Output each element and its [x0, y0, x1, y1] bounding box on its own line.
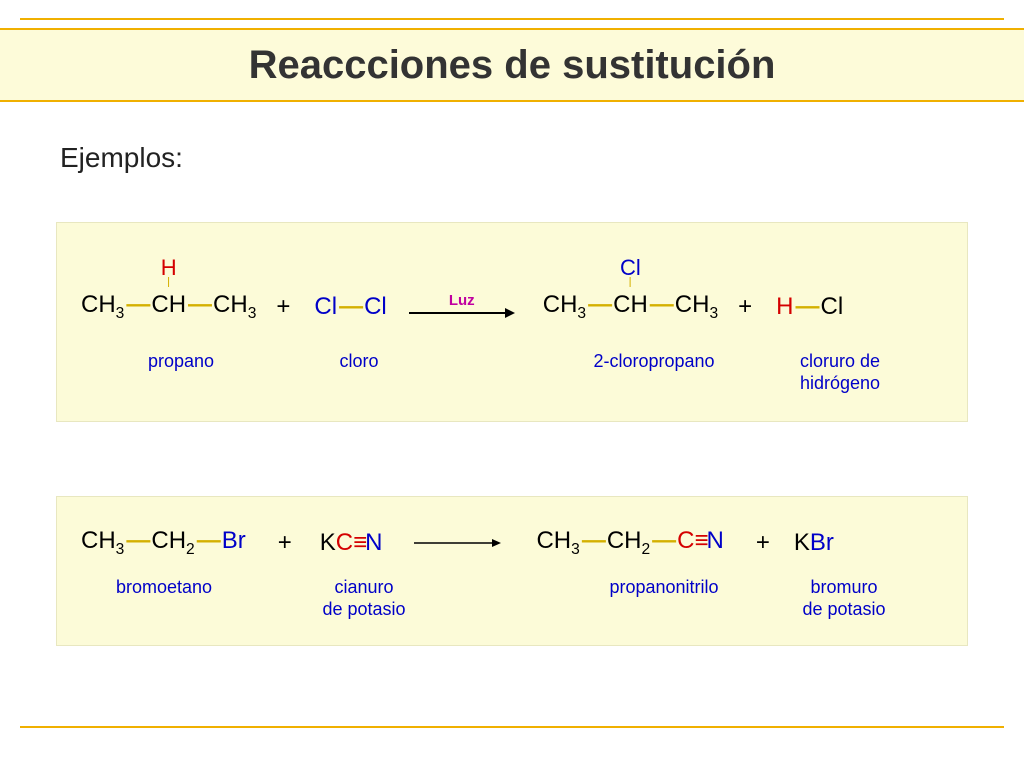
page-title: Reaccciones de sustitución [249, 43, 776, 88]
r2-labels: bromoetano cianurode potasio propanonitr… [57, 577, 967, 620]
r2-reactant2-name: cianurode potasio [289, 577, 439, 620]
r1-sub-H: H [161, 259, 177, 277]
reaction-panel-1: CH3—CH H —CH3 + Cl—Cl Luz CH3—CH Cl [56, 222, 968, 422]
r1-reactant2-name: cloro [299, 351, 419, 394]
r1-reactant1-substituent: H [161, 259, 177, 287]
bottom-rule [20, 726, 1004, 728]
top-rule [20, 18, 1004, 20]
r2-arrow [412, 536, 502, 550]
r1-reactant1-formula: CH3—CH H —CH3 [81, 291, 256, 323]
arrow-icon [412, 536, 502, 550]
examples-subtitle: Ejemplos: [60, 142, 183, 174]
r2-product2-formula: KBr [794, 529, 834, 557]
reaction2-formula-row: CH3—CH2—Br + KC≡N CH3—CH2—C≡N + KBr [57, 527, 967, 559]
title-band: Reaccciones de sustitución [0, 28, 1024, 102]
r2-plus-1: + [272, 529, 298, 557]
r1-reactant2-formula: Cl—Cl [314, 293, 386, 321]
r1-product1-name: 2-cloropropano [549, 351, 759, 394]
r1-plus-1: + [270, 293, 296, 321]
r1-reactant1-name: propano [81, 351, 281, 394]
r2-reactant1-formula: CH3—CH2—Br [81, 527, 246, 559]
r2-product1-formula: CH3—CH2—C≡N [536, 527, 723, 559]
r1-product1-formula: CH3—CH Cl —CH3 [543, 291, 718, 323]
r1-plus-2: + [732, 293, 758, 321]
r2-product1-name: propanonitrilo [559, 577, 769, 620]
reaction1-formula-row: CH3—CH H —CH3 + Cl—Cl Luz CH3—CH Cl [57, 291, 967, 323]
r2-reactant2-formula: KC≡N [320, 529, 383, 557]
r1-arrow: Luz [407, 292, 517, 321]
r1-labels: propano cloro 2-cloropropano cloruro deh… [57, 351, 967, 394]
arrow-icon [407, 305, 517, 321]
r1-sub-Cl: Cl [620, 259, 641, 277]
r2-plus-2: + [750, 529, 776, 557]
r1-product2-formula: H—Cl [776, 293, 843, 321]
r1-product1-substituent: Cl [620, 259, 641, 287]
reaction-panel-2: CH3—CH2—Br + KC≡N CH3—CH2—C≡N + KBr brom… [56, 496, 968, 646]
r2-product2-name: bromurode potasio [769, 577, 919, 620]
r2-reactant1-name: bromoetano [69, 577, 259, 620]
r1-product2-name: cloruro dehidrógeno [765, 351, 915, 394]
